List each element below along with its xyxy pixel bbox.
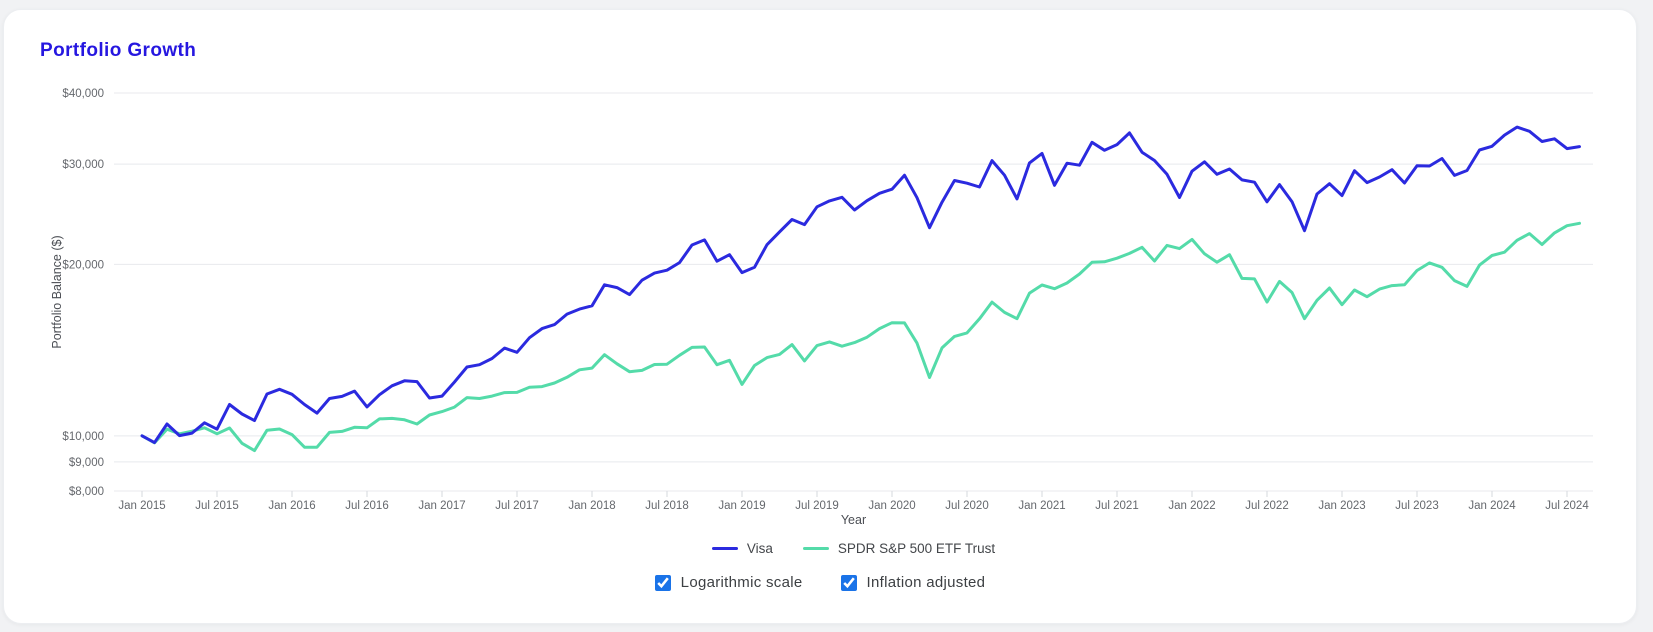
x-tick-label: Jan 2021 [1018, 500, 1065, 512]
spdr-line-swatch [802, 547, 829, 550]
logarithmic-scale-control[interactable]: Logarithmic scale [654, 574, 803, 591]
x-tick-label: Jan 2015 [118, 500, 165, 512]
visa-line-swatch [711, 547, 738, 550]
inflation-adjusted-checkbox[interactable] [840, 574, 857, 591]
chart-controls: Logarithmic scale Inflation adjusted [4, 574, 1636, 591]
legend-item-visa[interactable]: Visa [711, 541, 773, 556]
y-tick-label: $30,000 [62, 159, 104, 171]
x-tick-label: Jul 2021 [1095, 500, 1138, 512]
x-axis-title: Year [841, 513, 866, 527]
x-tick-label: Jan 2023 [1318, 500, 1365, 512]
x-axis: Jan 2015 Jul 2015 Jan 2016 Jul 2016 Jan 2017… [118, 491, 1589, 512]
portfolio-growth-card: Portfolio Growth $40,000 $30,000 $20,000 $1… [3, 9, 1637, 624]
page-title: Portfolio Growth [40, 40, 197, 61]
x-tick-label: Jan 2019 [718, 500, 765, 512]
series-line-visa[interactable] [140, 125, 1581, 445]
x-tick-label: Jul 2023 [1395, 500, 1438, 512]
x-tick-label: Jan 2016 [268, 500, 315, 512]
y-tick-label: $8,000 [69, 486, 104, 498]
legend-item-spdr-sp500-etf-trust[interactable]: SPDR S&P 500 ETF Trust [802, 541, 996, 556]
legend-label-spdr-sp500-etf-trust: SPDR S&P 500 ETF Trust [837, 541, 996, 556]
y-tick-label: $20,000 [62, 259, 104, 271]
inflation-adjusted-label: Inflation adjusted [866, 574, 986, 591]
x-tick-label: Jan 2024 [1468, 500, 1516, 512]
y-tick-label: $10,000 [62, 431, 104, 443]
x-tick-label: Jul 2019 [795, 500, 838, 512]
x-tick-label: Jul 2016 [345, 500, 388, 512]
x-tick-label: Jul 2015 [195, 500, 238, 512]
legend-label-visa: Visa [746, 541, 773, 556]
logarithmic-scale-label: Logarithmic scale [680, 574, 803, 591]
y-axis-title: Portfolio Balance ($) [50, 235, 64, 348]
chart-legend: Visa SPDR S&P 500 ETF Trust [114, 541, 1593, 556]
series-line-spdr[interactable] [140, 221, 1581, 453]
x-tick-label: Jan 2022 [1168, 500, 1215, 512]
x-tick-label: Jul 2022 [1245, 500, 1288, 512]
y-axis: $40,000 $30,000 $20,000 $10,000 $9,000 $8,000 [62, 88, 1593, 498]
x-tick-label: Jul 2018 [645, 500, 688, 512]
y-tick-label: $9,000 [69, 457, 104, 469]
x-tick-label: Jan 2017 [418, 500, 465, 512]
x-tick-label: Jul 2017 [495, 500, 538, 512]
y-tick-label: $40,000 [62, 88, 104, 100]
x-tick-label: Jan 2018 [568, 500, 615, 512]
portfolio-growth-chart[interactable]: $40,000 $30,000 $20,000 $10,000 $9,000 $8,000… [4, 10, 1653, 540]
x-tick-label: Jan 2020 [868, 500, 915, 512]
x-tick-label: Jul 2024 [1545, 500, 1589, 512]
logarithmic-scale-checkbox[interactable] [654, 574, 671, 591]
inflation-adjusted-control[interactable]: Inflation adjusted [840, 574, 986, 591]
x-tick-label: Jul 2020 [945, 500, 988, 512]
